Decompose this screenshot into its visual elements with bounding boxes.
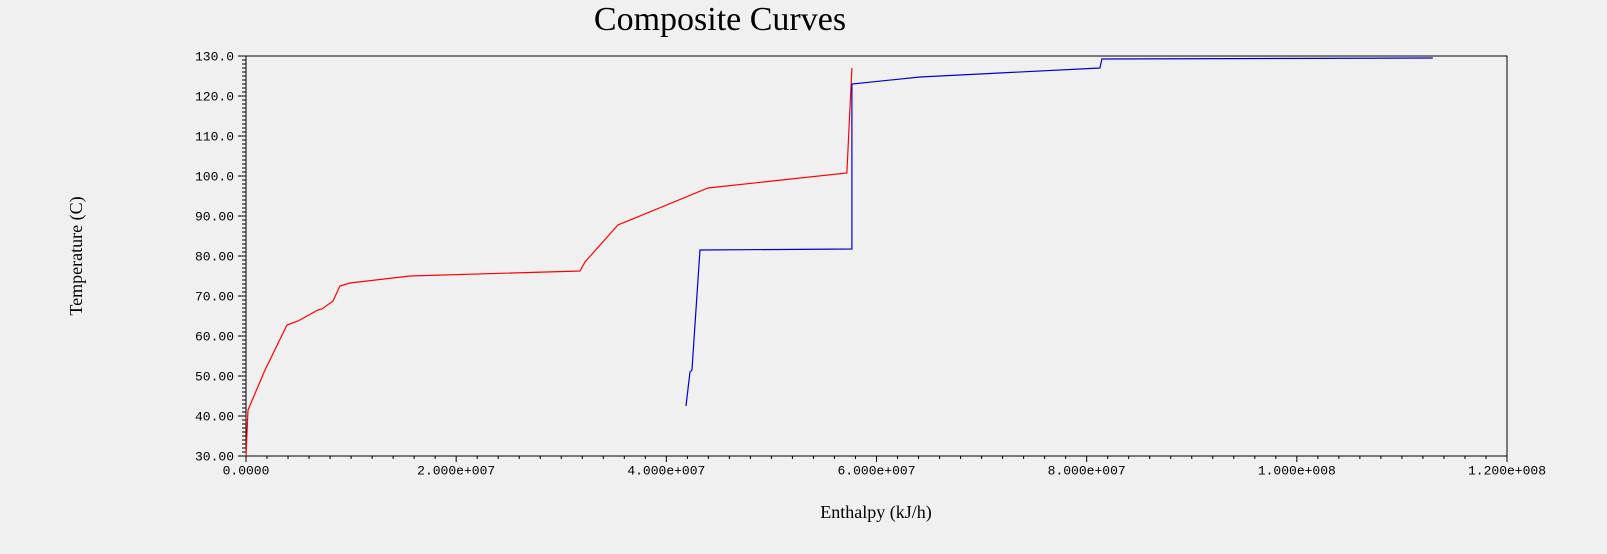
y-tick-label: 40.00 bbox=[195, 409, 234, 424]
y-axis-label: Temperature (C) bbox=[66, 196, 87, 315]
y-tick-label: 80.00 bbox=[195, 249, 234, 264]
x-tick-label: 4.000e+007 bbox=[627, 463, 705, 478]
y-tick-label: 100.0 bbox=[195, 169, 234, 184]
x-tick-label: 6.000e+007 bbox=[837, 463, 915, 478]
curve bbox=[685, 57, 1433, 407]
curve bbox=[245, 67, 853, 457]
chart-title: Composite Curves bbox=[594, 1, 846, 38]
plot-frame bbox=[245, 55, 1508, 457]
x-tick-label: 1.000e+008 bbox=[1258, 463, 1336, 478]
y-tick-label: 130.0 bbox=[195, 49, 234, 64]
x-tick-label: 0.0000 bbox=[223, 463, 270, 478]
y-tick-label: 90.00 bbox=[195, 209, 234, 224]
x-tick-label: 1.200e+008 bbox=[1468, 463, 1546, 478]
y-tick-label: 50.00 bbox=[195, 369, 234, 384]
y-tick-label: 70.00 bbox=[195, 289, 234, 304]
y-tick-label: 60.00 bbox=[195, 329, 234, 344]
x-axis-label: Enthalpy (kJ/h) bbox=[820, 502, 931, 523]
x-tick-label: 8.000e+007 bbox=[1048, 463, 1126, 478]
y-tick-label: 30.00 bbox=[195, 449, 234, 464]
x-tick-label: 2.000e+007 bbox=[417, 463, 495, 478]
y-tick-label: 120.0 bbox=[195, 89, 234, 104]
y-tick-label: 110.0 bbox=[195, 129, 234, 144]
